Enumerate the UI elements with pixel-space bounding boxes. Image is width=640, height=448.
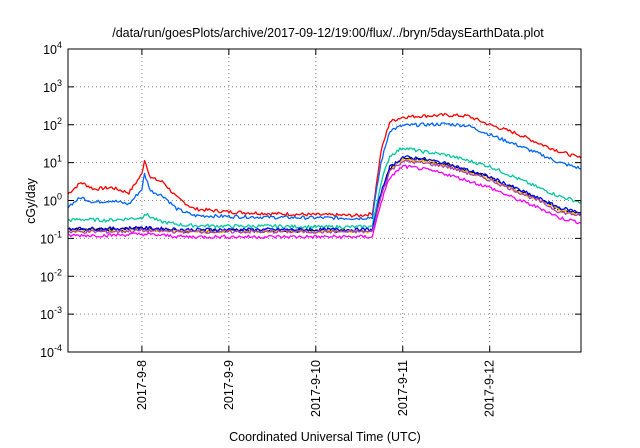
y-tick-label: 10-4 [40, 343, 62, 360]
grid [68, 49, 581, 352]
y-tick-label: 10-3 [40, 305, 62, 322]
x-axis: 2017-9-8 2017-9-9 2017-9-10 2017-9-11 2017-9… [135, 49, 497, 417]
x-tick-label: 2017-9-8 [135, 360, 149, 410]
y-tick-label: 101 [43, 154, 62, 171]
x-tick-label: 2017-9-11 [396, 360, 410, 416]
y-tick-label: 104 [43, 40, 62, 57]
y-tick-label: 10-1 [40, 229, 62, 246]
series-line-1 [67, 112, 582, 218]
y-tick-label: 102 [43, 116, 62, 133]
series-line-8 [67, 164, 582, 240]
y-tick-label: 103 [43, 78, 62, 95]
x-tick-label: 2017-9-12 [483, 360, 497, 417]
y-axis-label: cGy/day [24, 177, 38, 224]
x-tick-label: 2017-9-9 [222, 360, 236, 410]
series-line-6 [67, 155, 581, 232]
series-group [67, 112, 582, 240]
y-axis: 10-4 10-3 10-2 10-1 100 101 102 103 104 [40, 40, 581, 360]
series-line-2 [67, 122, 582, 221]
y-tick-label: 10-2 [40, 267, 62, 284]
x-axis-label: Coordinated Universal Time (UTC) [229, 430, 421, 444]
y-tick-label: 100 [43, 192, 62, 209]
series-line-5 [67, 157, 582, 234]
chart-title: /data/run/goesPlots/archive/2017-09-12/1… [112, 26, 544, 40]
series-line-7 [67, 159, 582, 235]
series-line-3 [67, 147, 582, 230]
x-tick-label: 2017-9-10 [309, 360, 323, 417]
